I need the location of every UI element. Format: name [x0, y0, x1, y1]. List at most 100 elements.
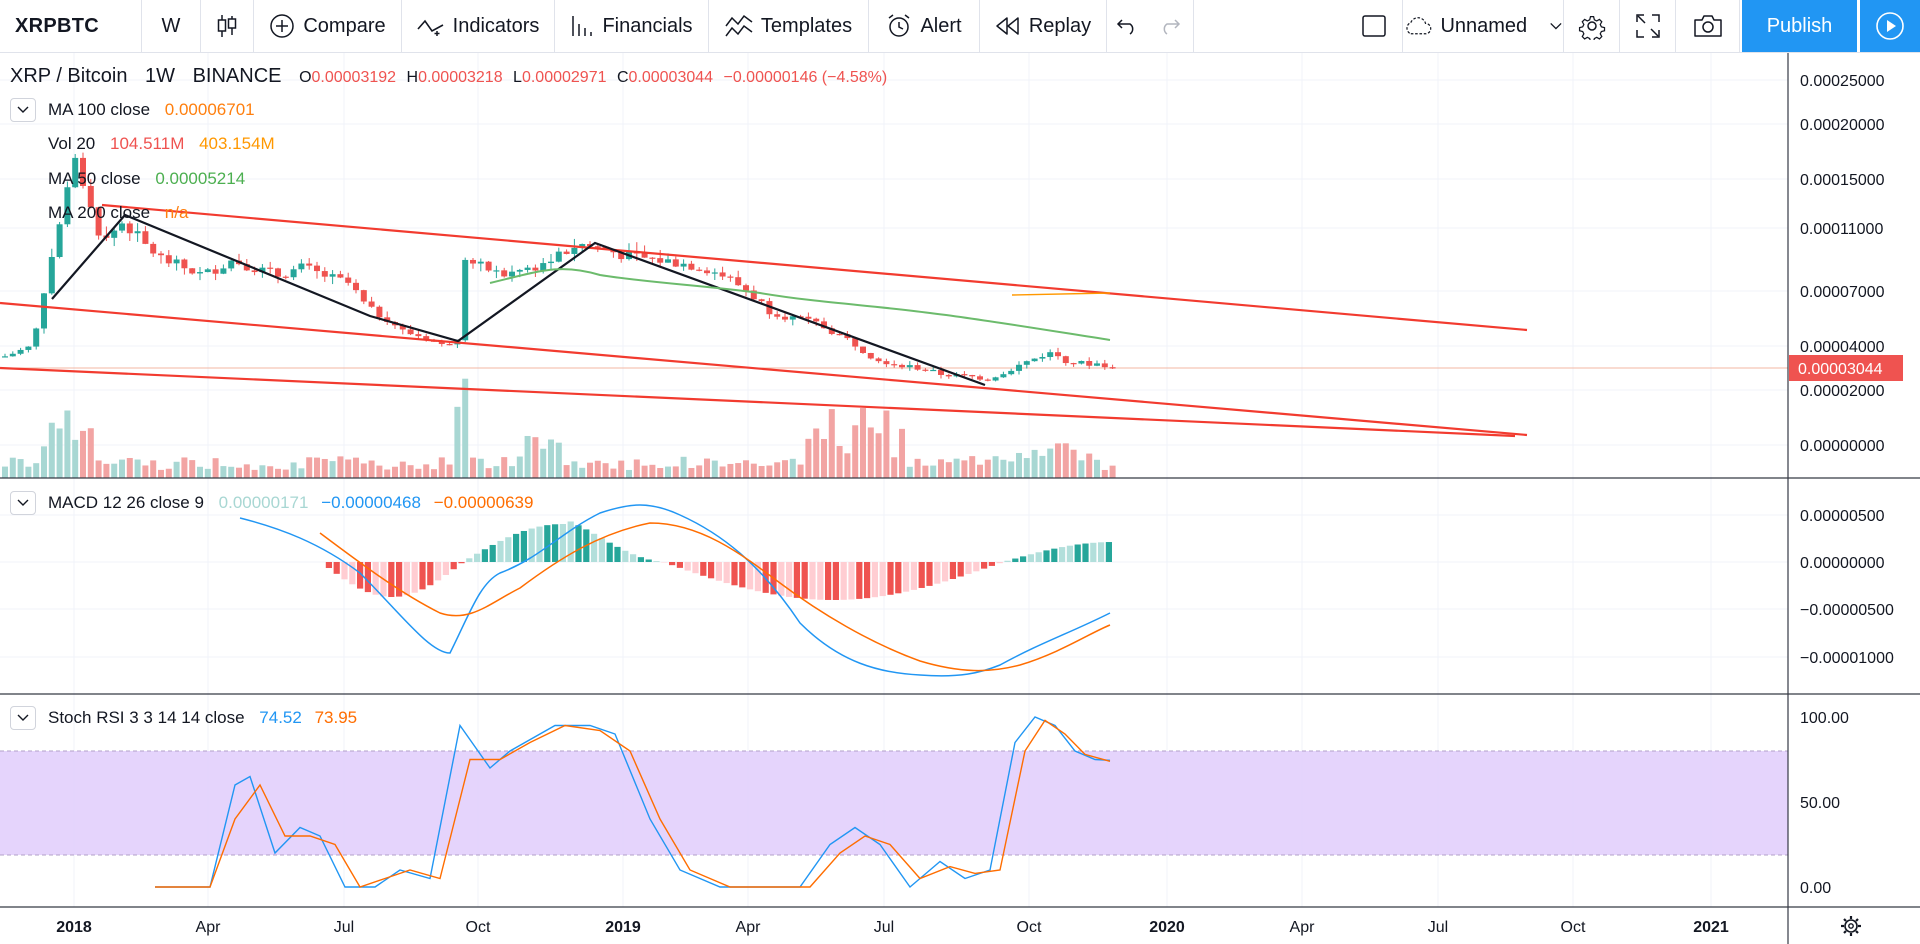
stoch-collapse-button[interactable] — [10, 706, 36, 730]
volume-bar — [938, 459, 944, 478]
candle-body — [665, 259, 671, 263]
macd-histogram-bar — [341, 562, 348, 580]
candle-body — [587, 244, 593, 247]
macd-histogram-bar — [895, 562, 902, 594]
publish-button[interactable]: Publish — [1742, 0, 1857, 52]
volume-bar — [1078, 460, 1085, 478]
time-tick-label: 2018 — [56, 919, 92, 936]
legend-collapse-button[interactable] — [10, 98, 36, 122]
volume-bar — [236, 467, 242, 478]
chart-canvas[interactable]: 0.00025000 0.00020000 0.00015000 0.00011000… — [0, 53, 1920, 944]
macd-histogram-bar — [1066, 545, 1073, 562]
volume-bar — [618, 460, 625, 478]
play-button[interactable] — [1860, 0, 1920, 52]
volume-bars — [2, 378, 1116, 478]
symbol-search-button[interactable]: XRPBTC — [0, 0, 142, 52]
stoch-axis[interactable]: 100.00 50.00 0.00 — [1800, 710, 1849, 897]
undo-button[interactable] — [1107, 0, 1147, 52]
stoch-legend[interactable]: Stoch RSI 3 3 14 14 close 74.52 73.95 — [48, 708, 358, 727]
macd-histogram-bar — [396, 562, 403, 597]
volume-bar — [462, 378, 469, 478]
select-layout-button[interactable] — [1346, 0, 1402, 52]
macd-histogram-bar — [388, 562, 395, 597]
price-tick-label: 0.00025000 — [1800, 73, 1885, 90]
time-axis[interactable]: 2018 Apr Jul Oct 2019 Apr Jul Oct 2020 Apr Jul Oct 2… — [56, 919, 1729, 936]
volume-bar — [477, 458, 484, 478]
snapshot-button[interactable] — [1676, 0, 1740, 52]
volume-bar — [961, 460, 968, 478]
volume-bar — [17, 459, 24, 478]
layout-name-button[interactable]: Unnamed — [1402, 0, 1564, 52]
replay-button[interactable]: Replay — [980, 0, 1107, 52]
templates-label: Templates — [760, 14, 853, 37]
volume-bar — [306, 457, 313, 478]
candle-body — [938, 369, 944, 375]
volume-bar — [789, 458, 796, 478]
macd-histogram-bar — [364, 562, 371, 593]
alert-button[interactable]: Alert — [869, 0, 980, 52]
candle-body — [48, 256, 55, 294]
volume-bar — [821, 438, 827, 478]
macd-histogram-bar — [871, 562, 878, 598]
macd-histogram-bar — [942, 562, 949, 582]
macd-histogram-bar — [466, 558, 473, 562]
volume-bar — [766, 465, 773, 478]
ma50-line — [489, 268, 1111, 341]
chevron-down-icon — [17, 714, 29, 721]
chevron-down-icon — [17, 106, 29, 113]
volume-bar — [1094, 459, 1100, 478]
templates-button[interactable]: Templates — [709, 0, 869, 52]
ohlc-values: O0.00003192 H0.00003218 L0.00002971 C0.0… — [299, 69, 888, 86]
ma50-legend[interactable]: MA 50 close 0.00005214 — [48, 169, 246, 188]
candle-body — [891, 364, 898, 366]
candle-body — [290, 269, 297, 278]
candle-body — [64, 187, 71, 225]
volume-bar — [805, 438, 812, 478]
financials-icon — [572, 16, 593, 36]
volume-legend[interactable]: Vol 20 104.511M 403.154M — [48, 134, 275, 153]
macd-histogram-bar — [1090, 542, 1097, 562]
scale-settings-icon[interactable] — [1841, 916, 1861, 936]
legend-interval: 1W — [145, 65, 176, 87]
interval-button[interactable]: W — [142, 0, 201, 52]
candle-body — [228, 260, 235, 269]
time-tick-label: Apr — [736, 919, 762, 936]
candle-body — [555, 251, 562, 262]
macd-histogram-bar — [692, 562, 699, 574]
volume-bar — [860, 408, 866, 478]
macd-histogram-bar — [926, 562, 933, 586]
compare-button[interactable]: Compare — [254, 0, 402, 52]
ma200-legend[interactable]: MA 200 close n/a — [48, 203, 189, 222]
volume-bar — [197, 466, 203, 478]
volume-bar — [329, 461, 336, 478]
volume-bar — [532, 437, 539, 478]
volume-bar — [1086, 453, 1093, 478]
redo-button[interactable] — [1147, 0, 1194, 52]
candle-body — [126, 223, 133, 234]
volume-bar — [984, 459, 991, 478]
macd-axis[interactable]: 0.00000500 0.00000000 −0.00000500 −0.000010… — [1800, 508, 1894, 667]
undo-icon — [1116, 19, 1134, 35]
macd-histogram-bar — [786, 562, 793, 597]
candle-body — [399, 325, 406, 330]
volume-bar — [470, 457, 476, 478]
financials-button[interactable]: Financials — [555, 0, 709, 52]
volume-bar — [493, 466, 500, 478]
volume-bar — [571, 461, 578, 478]
macd-legend[interactable]: MACD 12 26 close 9 0.00000171 −0.0000046… — [48, 493, 534, 512]
volume-bar — [431, 469, 437, 478]
macd-collapse-button[interactable] — [10, 491, 36, 515]
candle-body — [680, 263, 687, 267]
symbol-legend: XRP / Bitcoin 1W BINANCE O0.00003192 H0.… — [10, 65, 887, 88]
fullscreen-button[interactable] — [1620, 0, 1676, 52]
volume-bar — [867, 427, 874, 478]
indicators-button[interactable]: Indicators — [402, 0, 555, 52]
ma100-legend[interactable]: MA 100 close 0.00006701 — [48, 100, 255, 119]
settings-button[interactable] — [1564, 0, 1620, 52]
chart-type-button[interactable] — [201, 0, 254, 52]
candle-body — [384, 317, 391, 323]
candle-body — [477, 261, 484, 264]
price-axis[interactable]: 0.00025000 0.00020000 0.00015000 0.00011000… — [1800, 73, 1885, 455]
candle-body — [1031, 358, 1038, 362]
macd-histogram-bar — [606, 542, 613, 562]
